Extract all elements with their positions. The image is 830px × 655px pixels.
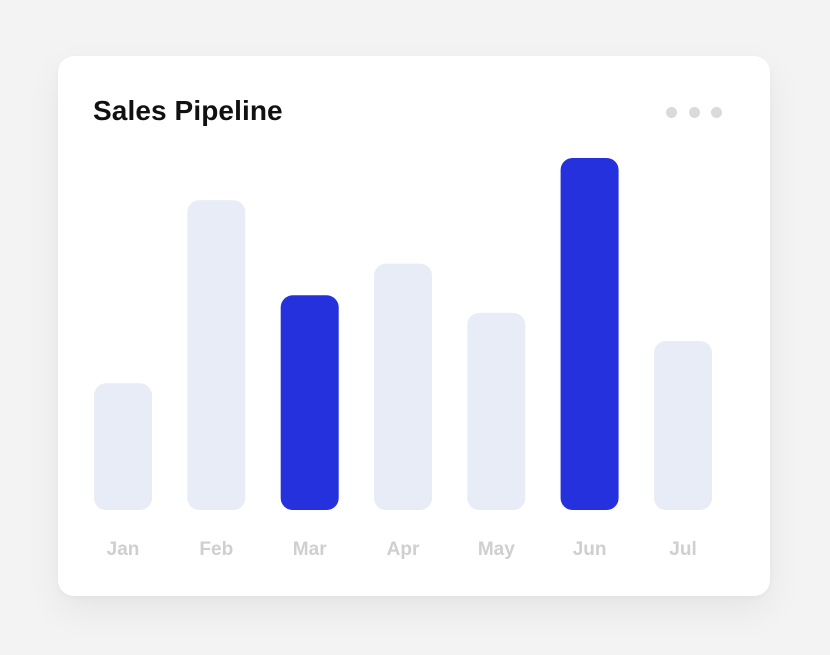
x-tick-label-jul: Jul (669, 539, 696, 560)
card-title: Sales Pipeline (93, 95, 283, 126)
bar-chart: Jan Feb Mar Apr May Jun Jul (94, 158, 712, 560)
bar-feb[interactable] (187, 200, 246, 510)
bars-group (94, 158, 712, 510)
bar-jan[interactable] (94, 383, 152, 510)
more-horizontal-icon-dot (688, 106, 700, 118)
bar-may[interactable] (467, 312, 526, 510)
bar-mar[interactable] (280, 295, 339, 510)
bar-jun[interactable] (560, 158, 619, 510)
x-tick-label-may: May (478, 539, 515, 560)
x-tick-label-apr: Apr (387, 539, 420, 560)
x-tick-label-jan: Jan (107, 539, 140, 560)
bar-apr[interactable] (374, 263, 432, 510)
bar-jul[interactable] (654, 341, 712, 510)
more-horizontal-icon-dot (666, 106, 677, 118)
chart-card: Jan Feb Mar Apr May Jun Jul Sales Pipeline (58, 56, 770, 596)
more-options-button[interactable] (662, 100, 726, 124)
more-horizontal-icon-dot (711, 106, 722, 118)
x-tick-label-feb: Feb (199, 539, 233, 560)
x-tick-label-mar: Mar (293, 539, 327, 560)
x-axis-labels: Jan Feb Mar Apr May Jun Jul (107, 539, 697, 560)
x-tick-label-jun: Jun (573, 539, 607, 560)
